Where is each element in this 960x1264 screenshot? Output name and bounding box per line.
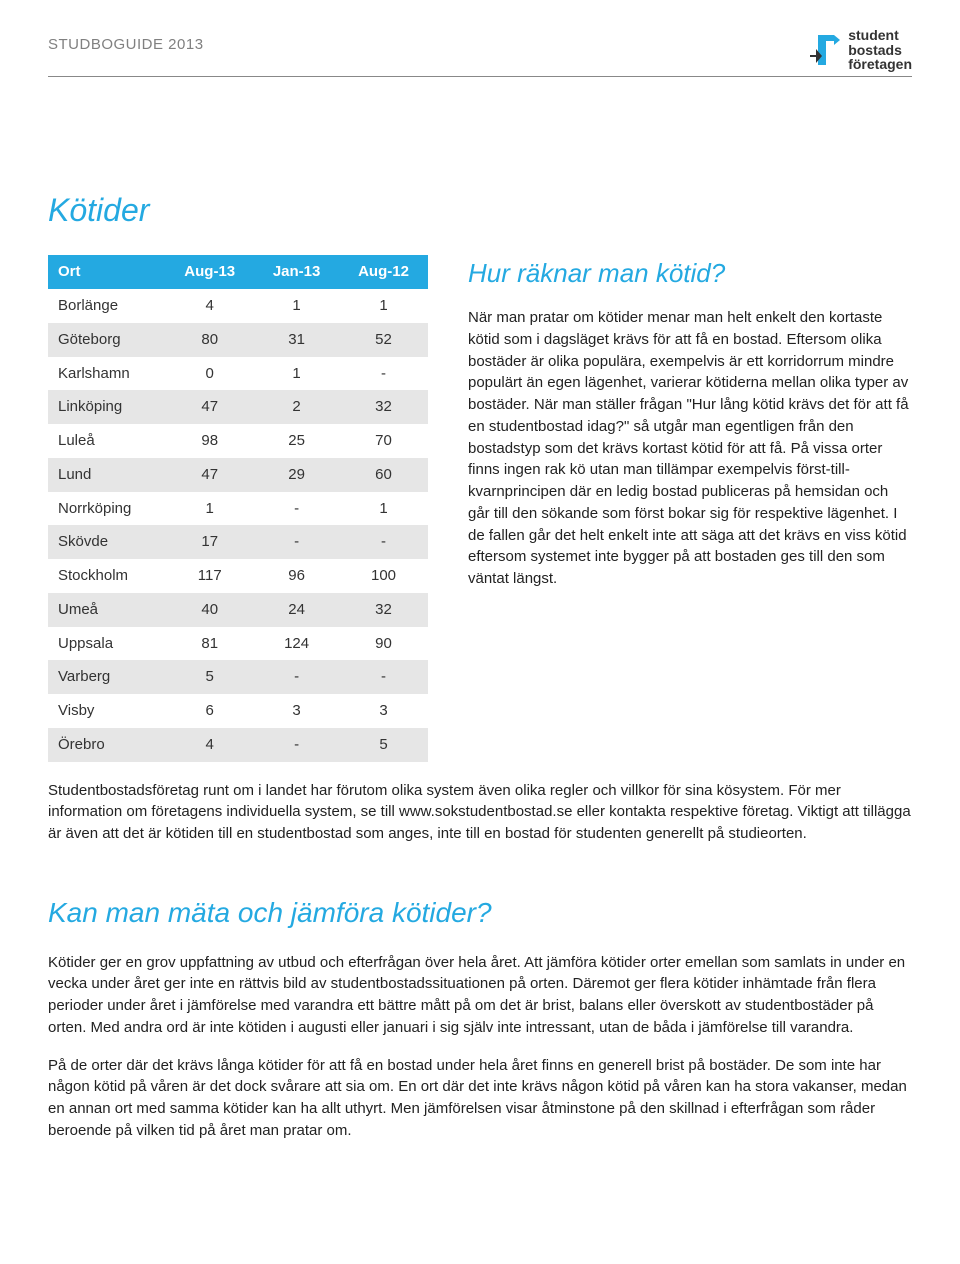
table-row: Luleå982570: [48, 424, 428, 458]
cell-value: 0: [165, 357, 254, 391]
cell-value: 60: [339, 458, 428, 492]
cell-value: 124: [254, 627, 339, 661]
kotider-table: Ort Aug-13 Jan-13 Aug-12 Borlänge411Göte…: [48, 255, 428, 761]
col-aug13: Aug-13: [165, 255, 254, 289]
cell-value: 80: [165, 323, 254, 357]
cell-value: 24: [254, 593, 339, 627]
cell-value: 31: [254, 323, 339, 357]
table-row: Uppsala8112490: [48, 627, 428, 661]
cell-value: 25: [254, 424, 339, 458]
kan-man-mata-para1: Kötider ger en grov uppfattning av utbud…: [48, 952, 912, 1039]
cell-value: 1: [339, 492, 428, 526]
cell-value: 5: [339, 728, 428, 762]
cell-ort: Borlänge: [48, 289, 165, 323]
cell-value: 3: [339, 694, 428, 728]
cell-value: 47: [165, 458, 254, 492]
cell-value: 100: [339, 559, 428, 593]
cell-value: -: [339, 525, 428, 559]
cell-value: 4: [165, 289, 254, 323]
table-row: Göteborg803152: [48, 323, 428, 357]
kotider-title: Kötider: [48, 187, 912, 233]
page-header: STUDBOGUIDE 2013 student bostads företag…: [48, 28, 912, 77]
table-row: Skövde17--: [48, 525, 428, 559]
table-row: Lund472960: [48, 458, 428, 492]
cell-ort: Varberg: [48, 660, 165, 694]
kan-man-mata-para2: På de orter där det krävs långa kötider …: [48, 1055, 912, 1142]
cell-value: -: [254, 492, 339, 526]
cell-ort: Uppsala: [48, 627, 165, 661]
cell-ort: Stockholm: [48, 559, 165, 593]
cell-value: 1: [165, 492, 254, 526]
cell-value: 47: [165, 390, 254, 424]
cell-value: 2: [254, 390, 339, 424]
cell-value: 70: [339, 424, 428, 458]
cell-value: -: [254, 660, 339, 694]
cell-value: 32: [339, 593, 428, 627]
col-aug12: Aug-12: [339, 255, 428, 289]
cell-ort: Umeå: [48, 593, 165, 627]
cell-ort: Örebro: [48, 728, 165, 762]
cell-value: 98: [165, 424, 254, 458]
table-header-row: Ort Aug-13 Jan-13 Aug-12: [48, 255, 428, 289]
cell-ort: Karlshamn: [48, 357, 165, 391]
table-row: Linköping47232: [48, 390, 428, 424]
header-title: STUDBOGUIDE 2013: [48, 28, 204, 56]
table-row: Karlshamn01-: [48, 357, 428, 391]
cell-value: 3: [254, 694, 339, 728]
cell-value: 81: [165, 627, 254, 661]
hur-raknar-para2: Studentbostadsföretag runt om i landet h…: [48, 780, 912, 845]
kotider-table-wrap: Ort Aug-13 Jan-13 Aug-12 Borlänge411Göte…: [48, 255, 428, 761]
cell-ort: Norrköping: [48, 492, 165, 526]
table-row: Norrköping1-1: [48, 492, 428, 526]
cell-value: 96: [254, 559, 339, 593]
cell-value: -: [339, 660, 428, 694]
cell-ort: Visby: [48, 694, 165, 728]
cell-value: 5: [165, 660, 254, 694]
logo-text: student bostads företagen: [848, 28, 912, 72]
cell-ort: Linköping: [48, 390, 165, 424]
cell-value: 4: [165, 728, 254, 762]
hur-raknar-para1: När man pratar om kötider menar man helt…: [468, 307, 912, 590]
cell-ort: Luleå: [48, 424, 165, 458]
hur-raknar-title: Hur räknar man kötid?: [468, 255, 912, 293]
cell-value: -: [339, 357, 428, 391]
cell-value: 1: [339, 289, 428, 323]
right-column: Hur räknar man kötid? När man pratar om …: [468, 255, 912, 605]
table-row: Stockholm11796100: [48, 559, 428, 593]
table-row: Visby633: [48, 694, 428, 728]
cell-value: 17: [165, 525, 254, 559]
cell-value: 32: [339, 390, 428, 424]
cell-ort: Skövde: [48, 525, 165, 559]
cell-value: 1: [254, 357, 339, 391]
cell-value: 117: [165, 559, 254, 593]
two-column-layout: Ort Aug-13 Jan-13 Aug-12 Borlänge411Göte…: [48, 255, 912, 761]
col-jan13: Jan-13: [254, 255, 339, 289]
cell-value: 1: [254, 289, 339, 323]
cell-value: 90: [339, 627, 428, 661]
cell-value: 52: [339, 323, 428, 357]
cell-value: -: [254, 525, 339, 559]
logo-icon: [804, 31, 842, 69]
table-row: Örebro4-5: [48, 728, 428, 762]
table-row: Borlänge411: [48, 289, 428, 323]
logo-line-2: bostads: [848, 43, 912, 58]
logo-line-1: student: [848, 28, 912, 43]
cell-ort: Göteborg: [48, 323, 165, 357]
logo-line-3: företagen: [848, 57, 912, 72]
col-ort: Ort: [48, 255, 165, 289]
cell-value: -: [254, 728, 339, 762]
cell-value: 6: [165, 694, 254, 728]
logo: student bostads företagen: [804, 28, 912, 72]
table-row: Umeå402432: [48, 593, 428, 627]
cell-ort: Lund: [48, 458, 165, 492]
cell-value: 29: [254, 458, 339, 492]
table-row: Varberg5--: [48, 660, 428, 694]
cell-value: 40: [165, 593, 254, 627]
kan-man-mata-title: Kan man mäta och jämföra kötider?: [48, 893, 912, 934]
